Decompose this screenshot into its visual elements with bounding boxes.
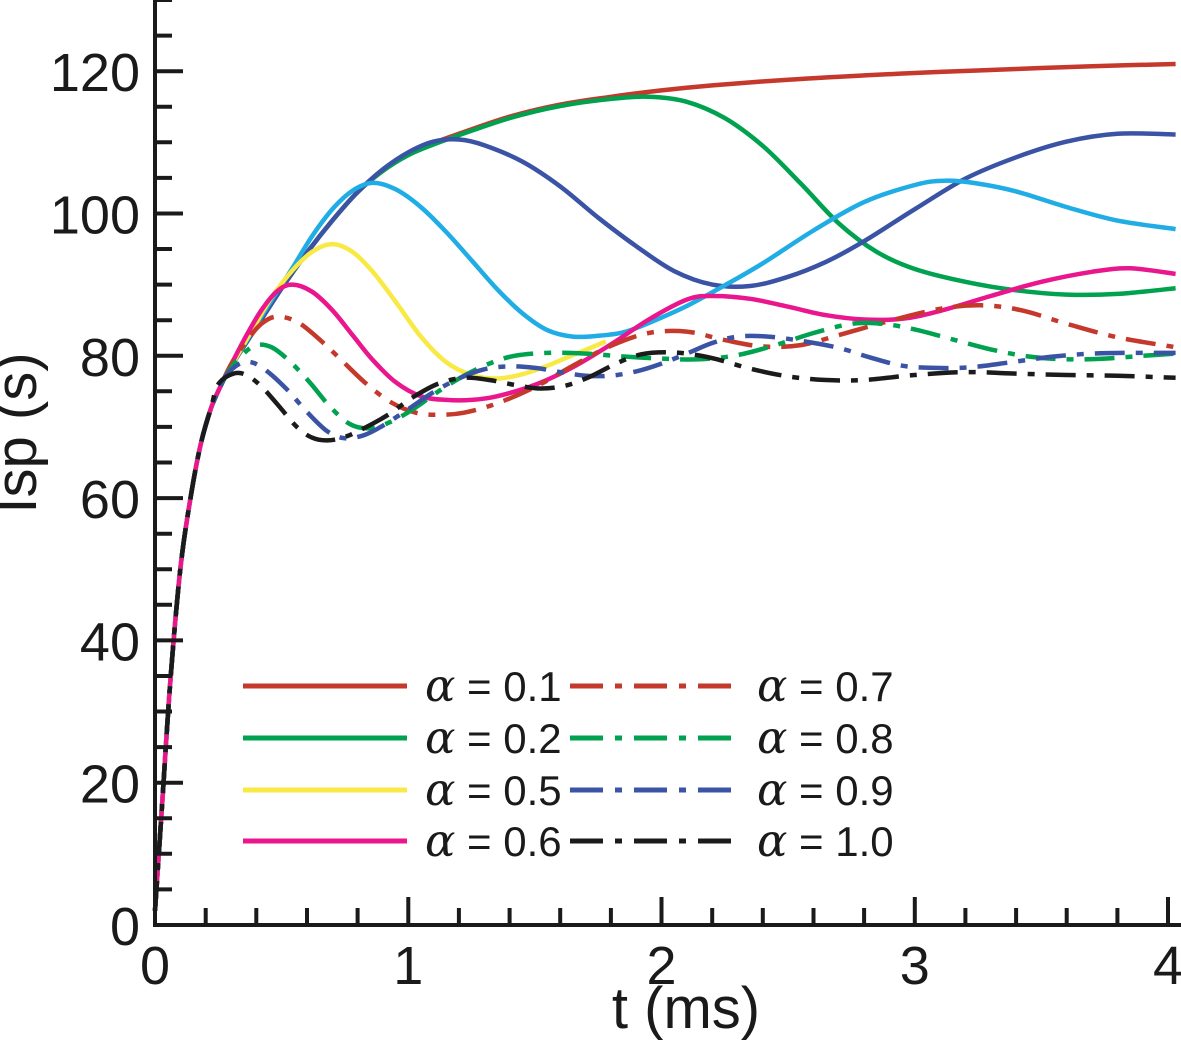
axes-layer: 0 20 40 60 80 100 120 0 1 2 3 4: [50, 0, 1181, 996]
curve-alpha-1.0: [152, 349, 1176, 911]
curves-layer: [152, 61, 1176, 911]
y-axis-title: Isp (s): [0, 352, 49, 513]
legend-label: α = 0.6: [425, 814, 562, 867]
curve-alpha-0.7: [152, 303, 1176, 911]
curve-solid-navy: [152, 131, 1176, 911]
legend-entry: α = 0.2: [243, 711, 562, 764]
y-tick-label: 80: [80, 328, 140, 388]
y-tick-label: 40: [80, 612, 140, 672]
legend-entry: α = 0.5: [243, 763, 562, 816]
legend-entry: α = 1.0: [570, 814, 894, 867]
legend-entry: α = 0.9: [570, 763, 894, 816]
legend-entry: α = 0.1: [243, 659, 562, 712]
legend-entry: α = 0.6: [243, 814, 562, 867]
legend: α = 0.1α = 0.2α = 0.5α = 0.6α = 0.7α = 0…: [243, 659, 894, 867]
x-tick-label: 1: [393, 936, 423, 996]
y-tick-label: 20: [80, 755, 140, 815]
x-tick-label: 0: [140, 936, 170, 996]
legend-label: α = 0.8: [757, 711, 894, 764]
legend-entry: α = 0.8: [570, 711, 894, 764]
legend-label: α = 0.1: [425, 659, 562, 712]
x-tick-label: 3: [900, 936, 930, 996]
y-tick-label: 120: [50, 43, 140, 103]
curve-alpha-0.8: [152, 320, 1176, 911]
x-axis-title: t (ms): [612, 976, 760, 1040]
legend-entry: α = 0.7: [570, 659, 894, 712]
legend-label: α = 1.0: [757, 814, 894, 867]
curve-alpha-0.9: [152, 333, 1176, 911]
legend-label: α = 0.2: [425, 711, 562, 764]
y-tick-label: 0: [110, 897, 140, 957]
x-tick-label: 4: [1153, 936, 1181, 996]
y-tick-label: 100: [50, 185, 140, 245]
legend-label: α = 0.7: [757, 659, 894, 712]
legend-label: α = 0.9: [757, 763, 894, 816]
legend-label: α = 0.5: [425, 763, 562, 816]
x-tick-label: 2: [646, 936, 676, 996]
y-tick-label: 60: [80, 470, 140, 530]
curve-alpha-0.6: [152, 266, 1176, 911]
